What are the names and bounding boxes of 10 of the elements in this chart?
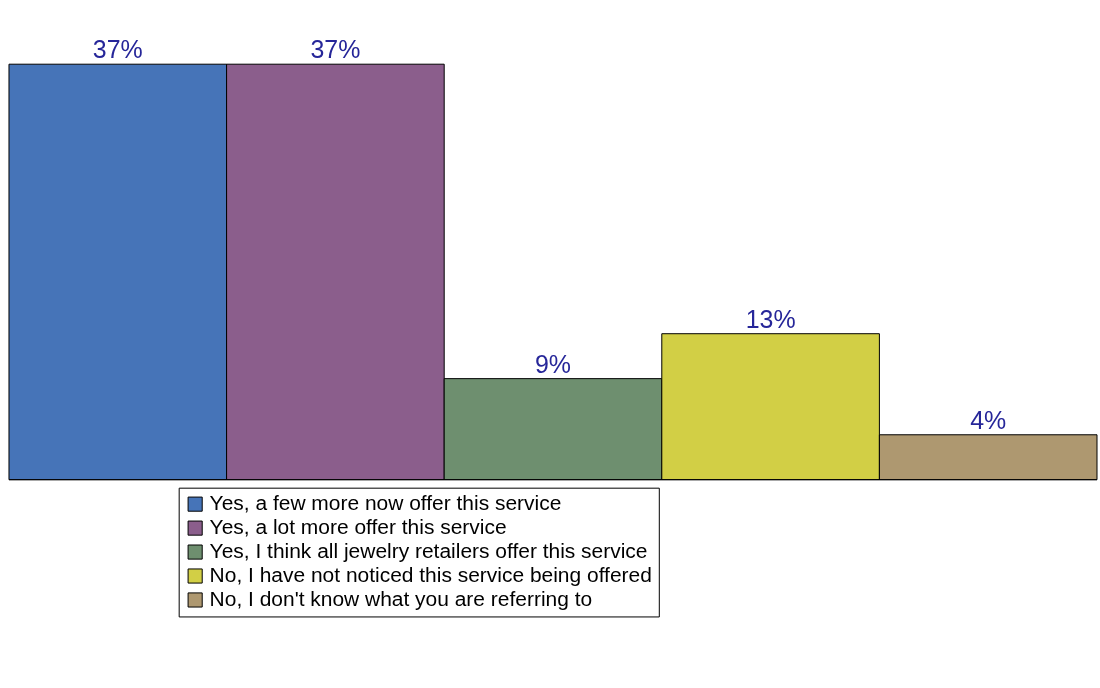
legend-label: Yes, a lot more offer this service: [209, 515, 507, 539]
data-label: 4%: [970, 405, 1007, 434]
data-label: 9%: [534, 349, 572, 378]
data-label: 13%: [745, 304, 796, 333]
data-label: 37%: [92, 35, 143, 64]
legend-label: Yes, a few more now offer this service: [209, 491, 562, 515]
data-label: 37%: [310, 35, 361, 64]
legend-label: Yes, I think all jewelry retailers offer this service: [209, 539, 648, 563]
legend-label: No, I don't know what you are referring to: [209, 586, 593, 610]
legend-label: No, I have not noticed this service being offered: [209, 563, 652, 587]
